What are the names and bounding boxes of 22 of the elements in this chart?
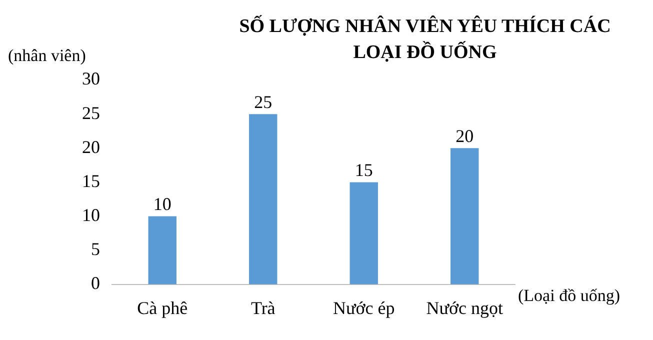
y-tick-label: 20 (82, 136, 100, 157)
y-tick-label: 30 (82, 68, 100, 89)
bar (350, 182, 378, 284)
x-tick-label: Nước ngọt (426, 298, 504, 318)
y-tick-label: 25 (82, 102, 100, 123)
y-axis-title: (nhân viên) (8, 46, 86, 66)
x-tick-label: Nước ép (332, 298, 395, 318)
x-tick-label: Trà (250, 298, 276, 318)
y-tick-label: 10 (82, 205, 100, 225)
y-tick-label: 0 (91, 273, 100, 294)
x-axis-title: (Loại đồ uống) (518, 286, 620, 306)
data-label: 25 (254, 92, 272, 112)
y-tick-label: 5 (91, 239, 100, 260)
data-label: 10 (153, 194, 172, 214)
bar (148, 216, 176, 284)
data-label: 15 (354, 160, 373, 180)
data-label: 20 (456, 126, 474, 146)
y-tick-label: 15 (82, 170, 100, 191)
chart-title: SỐ LƯỢNG NHÂN VIÊN YÊU THÍCH CÁC LOẠI ĐỒ UỐNG (238, 14, 612, 65)
bar (450, 148, 479, 284)
bar (249, 114, 278, 284)
x-tick-label: Cà phê (137, 298, 188, 318)
